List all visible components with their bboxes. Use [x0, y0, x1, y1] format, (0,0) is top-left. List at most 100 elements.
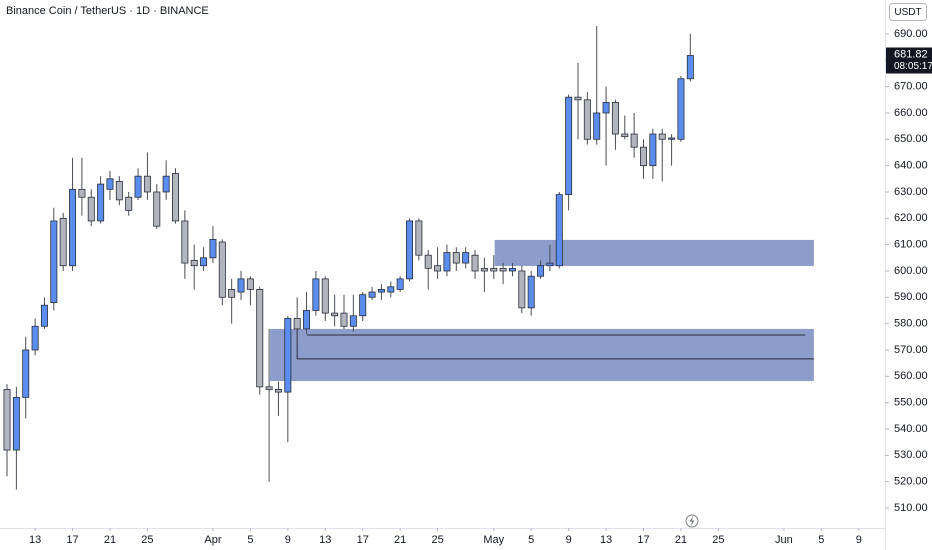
- candle-body: [499, 267, 507, 272]
- candle-body: [209, 238, 217, 259]
- candle-body: [396, 278, 404, 290]
- currency-button[interactable]: [889, 3, 927, 21]
- x-tick-label: 9: [285, 534, 291, 546]
- candle-body: [406, 220, 413, 280]
- countdown-label: 08:05:17: [894, 61, 932, 72]
- candle-body: [490, 267, 498, 272]
- candle-body: [3, 389, 11, 451]
- y-tick-label: 600.00: [894, 265, 928, 277]
- y-tick-label: 550.00: [894, 397, 928, 409]
- candle-body: [668, 137, 676, 140]
- x-tick-label: 21: [675, 534, 687, 546]
- zone: [270, 328, 814, 382]
- candle-body: [555, 194, 563, 267]
- candle-body: [115, 181, 123, 201]
- x-tick-label: 5: [818, 534, 824, 546]
- candle-body: [452, 252, 460, 264]
- candle-body: [228, 289, 236, 298]
- y-tick-label: 610.00: [894, 239, 928, 251]
- x-tick-label: 13: [319, 534, 331, 546]
- candle-body: [321, 278, 329, 314]
- y-tick-label: 650.00: [894, 133, 928, 145]
- y-tick-label: 570.00: [894, 344, 928, 356]
- candle-body: [87, 196, 95, 222]
- candle-body: [574, 96, 582, 101]
- currency-label: USDT: [894, 7, 921, 18]
- x-tick-label: 9: [566, 534, 572, 546]
- x-tick-label: 25: [431, 534, 443, 546]
- candle-body: [12, 396, 20, 451]
- lightning-icon[interactable]: [685, 514, 699, 528]
- candle-body: [31, 325, 39, 351]
- y-tick-label: 520.00: [894, 476, 928, 488]
- candle-body: [677, 78, 685, 140]
- x-tick-label: 5: [528, 534, 534, 546]
- candle-body: [106, 178, 114, 190]
- candle-body: [340, 312, 348, 327]
- candle-body: [527, 275, 535, 309]
- x-tick-label: 9: [856, 534, 862, 546]
- x-tick-label: 21: [394, 534, 406, 546]
- candle-body: [246, 278, 254, 290]
- candle-body: [181, 220, 189, 264]
- y-tick-label: 560.00: [894, 370, 928, 382]
- candle-body: [218, 241, 226, 298]
- x-tick-label: 25: [712, 534, 724, 546]
- x-tick-label: Apr: [204, 534, 221, 546]
- y-tick-label: 530.00: [894, 449, 928, 461]
- candle-body: [256, 289, 264, 388]
- candle-body: [471, 254, 479, 272]
- candle-body: [359, 294, 367, 317]
- zone: [494, 239, 814, 266]
- candle-body: [78, 188, 86, 198]
- candle-body: [480, 267, 488, 272]
- candle-body: [143, 175, 151, 193]
- candle-body: [162, 175, 170, 193]
- x-tick-label: 17: [357, 534, 369, 546]
- candle-body: [284, 317, 292, 393]
- candle-body: [377, 289, 385, 293]
- candle-body: [434, 265, 442, 272]
- x-tick-label: 5: [247, 534, 253, 546]
- candle-body: [462, 252, 470, 264]
- candle-body: [40, 304, 48, 327]
- candle-body: [97, 183, 105, 222]
- candle-body: [153, 191, 161, 227]
- candle-body: [237, 278, 245, 293]
- x-tick-label: 21: [104, 534, 116, 546]
- candle-body: [59, 217, 67, 267]
- candle-body: [546, 262, 554, 267]
- candle-body: [274, 389, 282, 393]
- candle-body: [649, 133, 657, 167]
- y-tick-label: 580.00: [894, 318, 928, 330]
- plot: [3, 26, 814, 490]
- y-tick-label: 590.00: [894, 291, 928, 303]
- candle-body: [200, 257, 208, 267]
- x-tick-label: Jun: [775, 534, 793, 546]
- candle-body: [686, 55, 694, 80]
- candle-body: [565, 96, 573, 196]
- candle-body: [69, 188, 77, 267]
- candle-body: [508, 267, 516, 272]
- candle-body: [424, 254, 432, 269]
- x-tick-label: 17: [637, 534, 649, 546]
- candle-body: [50, 220, 58, 303]
- candle-body: [22, 349, 30, 398]
- candle-body: [134, 175, 142, 198]
- candle-body: [518, 270, 526, 309]
- candle-body: [387, 286, 395, 293]
- x-tick-label: May: [483, 534, 504, 546]
- candle-body: [537, 265, 545, 277]
- y-tick-label: 670.00: [894, 81, 928, 93]
- price-label-box: [886, 47, 932, 74]
- y-tick-label: 640.00: [894, 160, 928, 172]
- candle-body: [303, 310, 311, 330]
- candle-body: [172, 173, 179, 222]
- x-tick-label: 13: [600, 534, 612, 546]
- candle-body: [602, 102, 610, 114]
- candle-body: [593, 112, 601, 140]
- candle-body: [630, 133, 638, 148]
- price-label: 681.82: [894, 48, 928, 60]
